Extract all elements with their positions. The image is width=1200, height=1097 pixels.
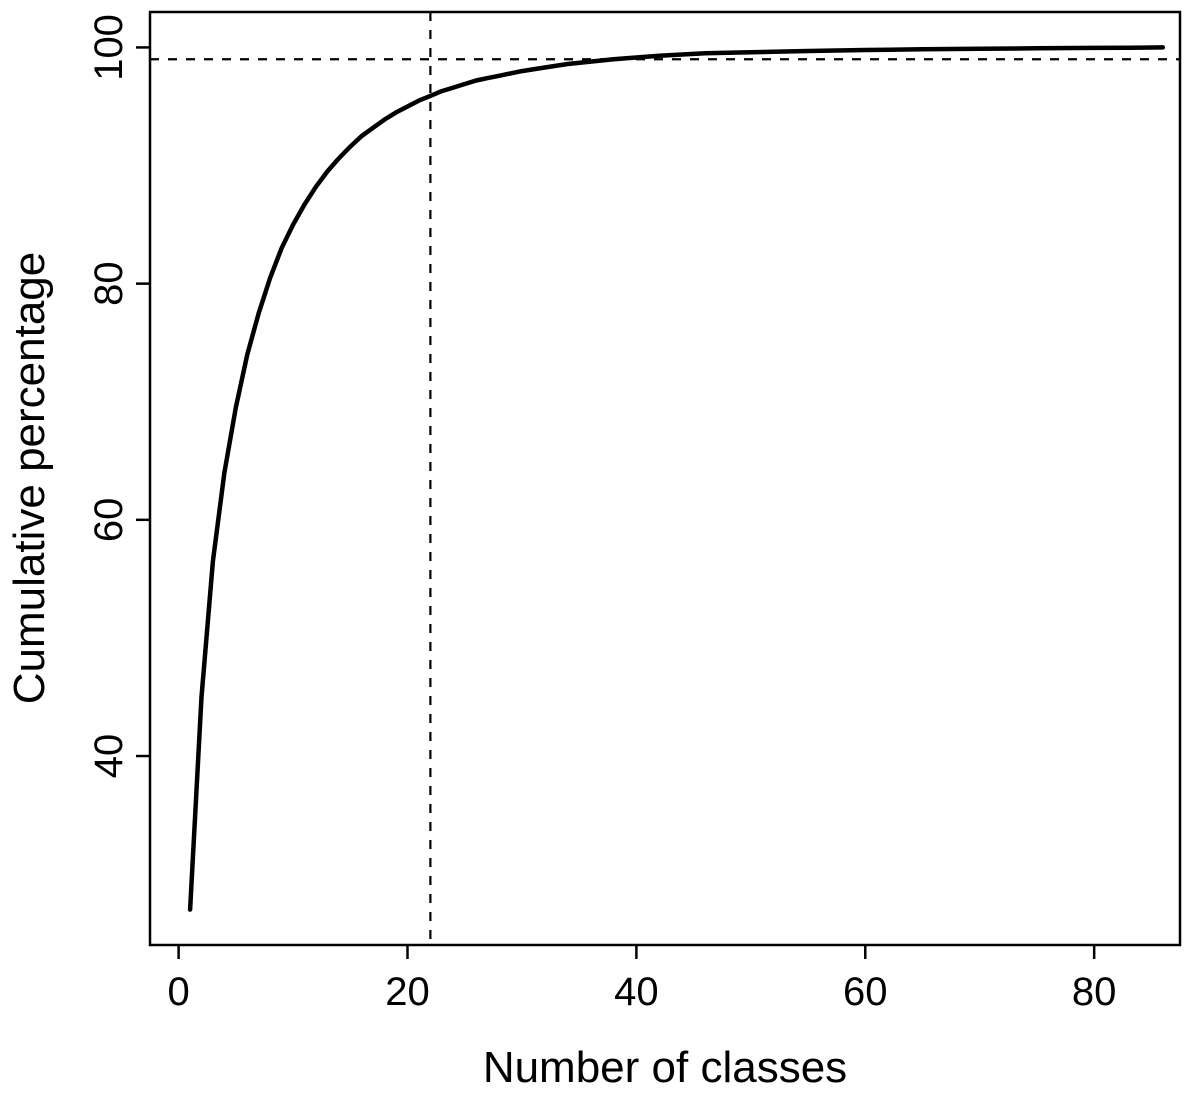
x-tick-label: 60 bbox=[843, 970, 888, 1014]
plot-frame bbox=[148, 10, 1182, 947]
x-tick-label: 20 bbox=[385, 970, 430, 1014]
y-tick-label: 80 bbox=[87, 261, 131, 306]
y-tick-label: 100 bbox=[87, 14, 131, 81]
x-tick-label: 80 bbox=[1072, 970, 1117, 1014]
x-tick-label: 0 bbox=[167, 970, 189, 1014]
x-tick-label: 40 bbox=[614, 970, 659, 1014]
x-axis-label: Number of classes bbox=[483, 1043, 847, 1092]
plot-area: 0 20 40 60 80 40 60 80 100 bbox=[87, 10, 1182, 1014]
y-tick-label: 60 bbox=[87, 498, 131, 543]
cumulative-percentage-curve bbox=[187, 45, 1166, 912]
y-axis-label: Cumulative percentage bbox=[5, 252, 54, 704]
y-tick-label: 40 bbox=[87, 734, 131, 779]
